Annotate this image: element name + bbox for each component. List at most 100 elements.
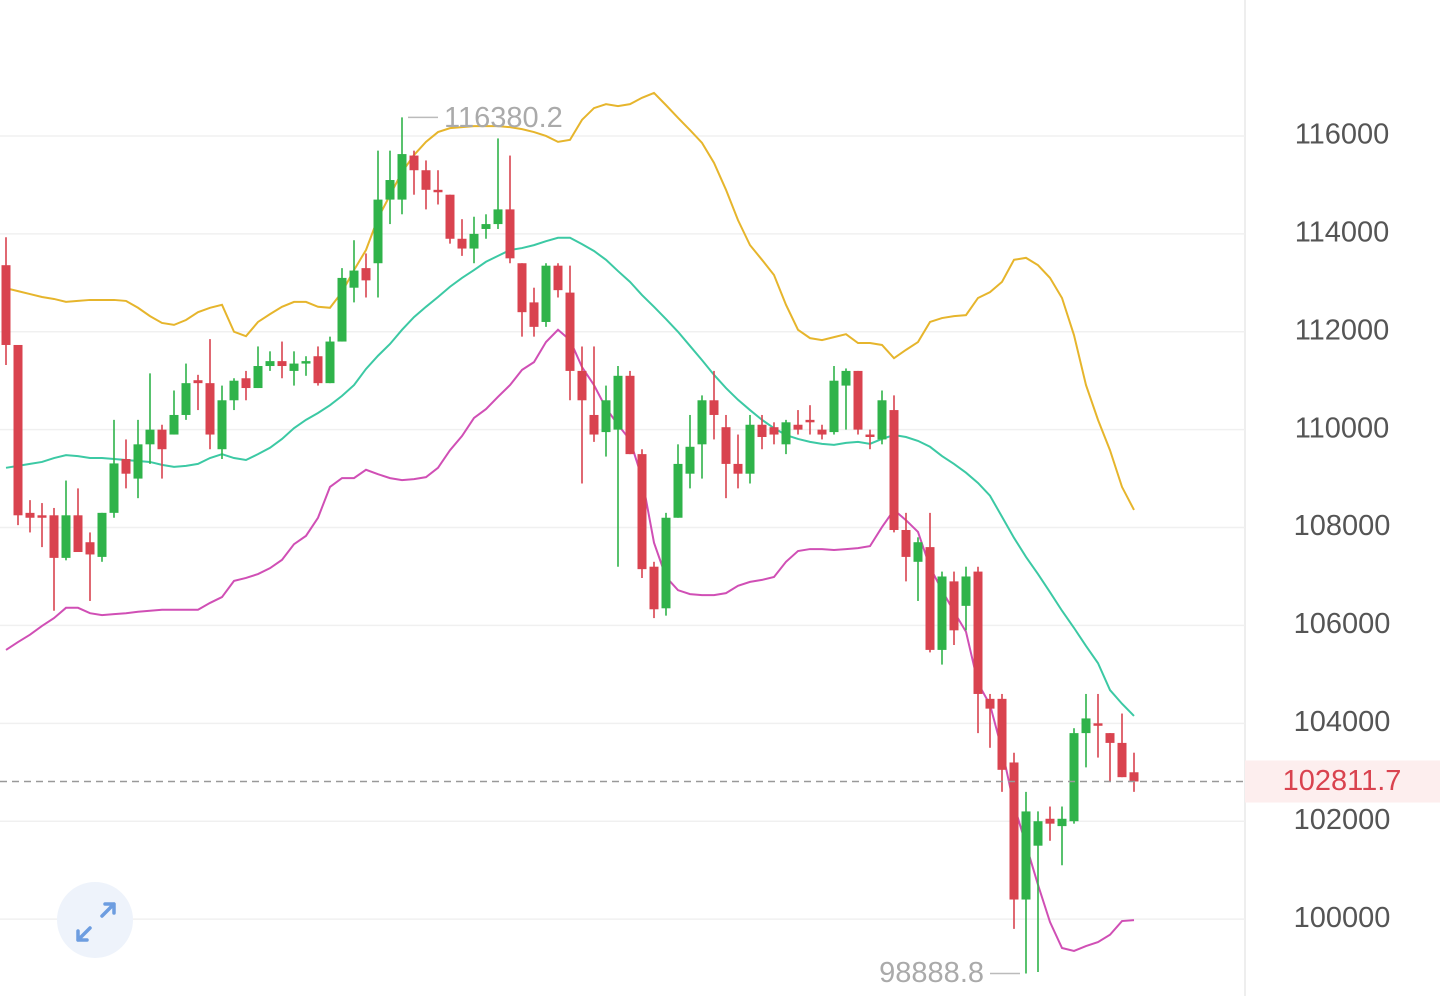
candle-body [625, 375, 635, 455]
candle-body [481, 224, 491, 229]
candle-body [733, 463, 743, 474]
candle-body [37, 515, 47, 518]
candle-body [913, 542, 923, 562]
candle-body [421, 170, 431, 190]
candle-body [661, 517, 671, 609]
candle-body [997, 698, 1007, 770]
y-tick-label: 108000 [1294, 510, 1391, 542]
candle-body [145, 429, 155, 445]
candle-body [589, 414, 599, 435]
candle-body [565, 292, 575, 371]
candle-body [529, 302, 539, 327]
candle-body [697, 400, 707, 445]
y-tick-label: 102000 [1294, 804, 1391, 836]
candle-body [121, 459, 131, 474]
candle-body [649, 566, 659, 610]
candle-body [793, 424, 803, 430]
candle-body [925, 547, 935, 650]
candle-body [889, 410, 899, 530]
candle-body [397, 154, 407, 200]
candle-body [817, 429, 827, 435]
candle-body [613, 375, 623, 430]
candle-body [109, 463, 119, 513]
candle-body [1093, 723, 1103, 726]
candle-body [949, 581, 959, 631]
y-tick-label: 104000 [1294, 706, 1391, 738]
candle-body [601, 400, 611, 433]
last-price-label: 102811.7 [1283, 765, 1402, 797]
candle-body [1009, 762, 1019, 900]
expand-button-bg[interactable] [57, 882, 133, 958]
candle-body [457, 238, 467, 249]
candle-body [301, 361, 311, 364]
candle-body [361, 268, 371, 281]
candle-body [781, 422, 791, 445]
last-price-box [1245, 760, 1440, 803]
candle-body [265, 361, 275, 367]
candle-body [877, 400, 887, 440]
y-tick-label: 100000 [1294, 902, 1391, 934]
candle-body [757, 424, 767, 437]
candle-body [1081, 718, 1091, 734]
candle-body [1129, 772, 1139, 782]
candle-body [901, 529, 911, 557]
expand-button[interactable] [57, 882, 133, 958]
candle-body [73, 515, 83, 553]
candle-body [409, 155, 419, 171]
candle-body [985, 698, 995, 709]
candle-body [829, 380, 839, 433]
candle-body [673, 463, 683, 518]
candle-body [253, 366, 263, 389]
candle-body [193, 380, 203, 384]
candle-body [805, 419, 815, 423]
axis-panel [1245, 0, 1440, 996]
candle-body [721, 427, 731, 464]
candle-body [217, 400, 227, 450]
candle-body [445, 194, 455, 239]
y-tick-label: 116000 [1295, 119, 1390, 151]
candle-body [1117, 742, 1127, 778]
candle-body [1033, 821, 1043, 846]
candle-body [865, 434, 875, 437]
y-tick-label: 110000 [1295, 412, 1390, 444]
candle-body [505, 209, 515, 259]
candle-body [853, 370, 863, 430]
candle-body [205, 383, 215, 435]
candle-body [685, 446, 695, 474]
candle-body [517, 263, 527, 313]
candle-body [745, 424, 755, 474]
candle-body [325, 341, 335, 384]
candle-body [169, 414, 179, 435]
candle-body [493, 209, 503, 225]
labels: 100000 102000 104000 106000 108000 110000 1120… [0, 102, 1440, 989]
candle-body [313, 356, 323, 384]
candles [1, 117, 1139, 974]
candle-body [1057, 818, 1067, 827]
band-line [5, 236, 1135, 717]
candle-body [577, 370, 587, 401]
candle-body [841, 370, 851, 386]
y-tick-label: 106000 [1294, 608, 1391, 640]
candle-body [277, 361, 287, 367]
candle-body [25, 512, 35, 518]
candle-body [973, 571, 983, 694]
candle-body [553, 265, 563, 291]
low-label: 98888.8 [879, 957, 984, 989]
band-line [5, 91, 1135, 511]
candle-body [433, 189, 443, 193]
overlays [5, 91, 1135, 952]
candle-body [229, 380, 239, 401]
candle-body [769, 427, 779, 435]
candle-body [13, 344, 23, 516]
grid [0, 135, 1245, 920]
candle-body [637, 454, 647, 570]
candle-body [709, 400, 719, 415]
candle-body [1021, 811, 1031, 900]
candle-body [289, 363, 299, 371]
candle-body [1105, 733, 1115, 743]
expand-icon[interactable] [76, 902, 116, 942]
candle-body [1045, 818, 1055, 824]
y-tick-label: 114000 [1295, 217, 1390, 249]
